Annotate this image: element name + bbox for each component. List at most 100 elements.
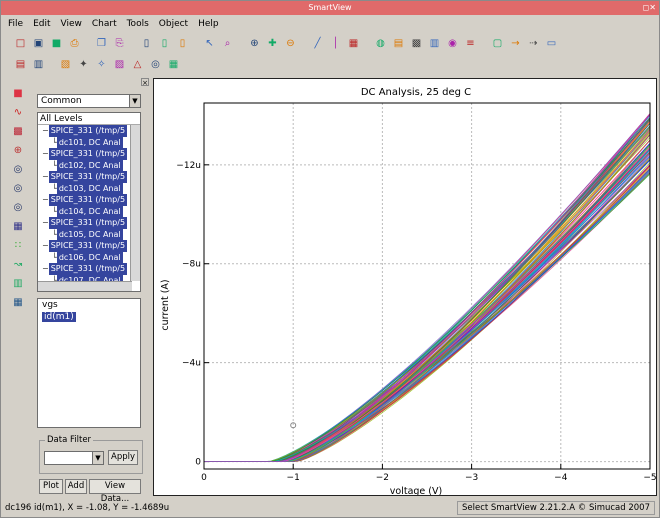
tree-item-label: SPICE_331 (/tmp/5 [48, 217, 128, 229]
list-icon[interactable]: ≡ [466, 37, 475, 49]
panel-close-icon[interactable]: × [141, 78, 149, 87]
scatter-icon[interactable]: ∷ [14, 239, 22, 251]
tool2-icon[interactable]: ✦ [79, 58, 88, 70]
tree-item[interactable]: └ dc104, DC Anal [38, 205, 140, 217]
menu-help[interactable]: Help [198, 18, 219, 29]
print-icon[interactable]: ⎙ [70, 37, 79, 49]
zoom-icon[interactable]: ⌕ [224, 37, 231, 49]
tool6-icon[interactable]: ◎ [151, 58, 160, 70]
pointer-icon[interactable]: ↖ [205, 37, 214, 49]
y-tick-label: −4u [182, 359, 201, 369]
toolbar-separator [481, 36, 487, 51]
bar-chart-icon[interactable]: ▩ [13, 125, 23, 137]
table-icon[interactable]: ▥ [429, 37, 440, 49]
marker-icon[interactable]: │ [332, 37, 339, 49]
add-button[interactable]: Add [65, 479, 87, 494]
tool4-icon[interactable]: ▨ [114, 58, 125, 70]
new-icon[interactable]: □ [15, 37, 26, 49]
tree-item[interactable]: − SPICE_331 (/tmp/5 [38, 194, 140, 206]
tool7-icon[interactable]: ▦ [168, 58, 179, 70]
series-line [204, 122, 651, 462]
tree-item[interactable]: − SPICE_331 (/tmp/5 [38, 148, 140, 160]
pan-icon[interactable]: ✚ [268, 37, 277, 49]
menu-file[interactable]: File [8, 18, 24, 29]
table-view-icon[interactable]: ▦ [13, 296, 23, 308]
chevron-down-icon[interactable]: ▼ [92, 452, 103, 464]
tree-item[interactable]: − SPICE_331 (/tmp/5 [38, 171, 140, 183]
zoom-in-icon[interactable]: ⊕ [250, 37, 259, 49]
eye-icon[interactable]: ◉ [448, 37, 457, 49]
layout2-icon[interactable]: ▥ [33, 58, 44, 70]
polar-chart-icon[interactable]: ◎ [13, 182, 23, 194]
menu-edit[interactable]: Edit [33, 18, 51, 29]
tool1-icon[interactable]: ▧ [60, 58, 71, 70]
series-line [204, 130, 651, 462]
level-dropdown[interactable]: Common ▼ [37, 94, 141, 108]
calc-icon[interactable]: ▩ [411, 37, 422, 49]
tree-branch-icon: └ [52, 160, 57, 170]
chart-icon[interactable]: ■ [13, 87, 23, 99]
doc1-icon[interactable]: ▯ [143, 37, 150, 49]
tool5-icon[interactable]: △ [133, 58, 142, 70]
window-controls[interactable]: ◻✕ [642, 3, 656, 12]
spectrum-icon[interactable]: ▦ [13, 220, 23, 232]
smith-chart-icon[interactable]: ◎ [13, 163, 23, 175]
menu-chart[interactable]: Chart [91, 18, 117, 29]
plot-button[interactable]: Plot [39, 479, 63, 494]
fft-icon[interactable]: ▤ [393, 37, 404, 49]
eye-diagram-icon[interactable]: ◎ [13, 201, 23, 213]
tree-item[interactable]: − SPICE_331 (/tmp/5 [38, 125, 140, 137]
doc2-icon[interactable]: ▯ [161, 37, 168, 49]
signal-item[interactable]: vgs [38, 299, 140, 311]
tree-item[interactable]: └ dc106, DC Anal [38, 251, 140, 263]
menu-view[interactable]: View [60, 18, 82, 29]
label-icon[interactable]: ▭ [546, 37, 557, 49]
menu-tools[interactable]: Tools [126, 18, 149, 29]
tree-horizontal-scrollbar[interactable] [38, 281, 132, 291]
tree-item[interactable]: └ dc107, DC Anal [38, 274, 140, 286]
copy-icon[interactable]: ❐ [97, 37, 106, 49]
globe-icon[interactable]: ⊕ [13, 144, 23, 156]
grid-icon[interactable]: ▦ [348, 37, 359, 49]
series-line [204, 139, 651, 462]
arrow2-icon[interactable]: ⇢ [529, 37, 538, 49]
data-filter-select[interactable]: ▼ [44, 451, 104, 465]
chart-line-icon[interactable]: ╱ [314, 37, 321, 49]
view-data-button[interactable]: View Data... [89, 479, 141, 504]
tree-vertical-scrollbar[interactable] [130, 125, 140, 281]
dc-analysis-chart[interactable]: DC Analysis, 25 deg C voltage (V) curren… [154, 79, 657, 497]
arrow-icon[interactable]: → [511, 37, 520, 49]
menu-object[interactable]: Object [158, 18, 189, 29]
save-icon[interactable]: ■ [51, 37, 62, 49]
tree-item[interactable]: └ dc105, DC Anal [38, 228, 140, 240]
fit-icon[interactable]: ◍ [376, 37, 385, 49]
tree-header: All Levels [38, 113, 140, 125]
zoom-out-icon[interactable]: ⊖ [286, 37, 295, 49]
series-line [204, 144, 651, 462]
tree-item[interactable]: − SPICE_331 (/tmp/5 [38, 217, 140, 229]
tree-item[interactable]: − SPICE_331 (/tmp/5 [38, 263, 140, 275]
chevron-down-icon[interactable]: ▼ [129, 95, 140, 107]
line-chart-icon[interactable]: ↝ [13, 258, 23, 270]
signal-item[interactable]: id(m1) [38, 311, 140, 323]
histogram-icon[interactable]: ▥ [13, 277, 23, 289]
level-dropdown-value: Common [41, 96, 82, 106]
doc3-icon[interactable]: ▯ [179, 37, 186, 49]
series-line [204, 156, 651, 462]
series-line [204, 115, 651, 462]
box-icon[interactable]: ▢ [492, 37, 503, 49]
series-line [204, 129, 651, 462]
waveform-icon[interactable]: ∿ [13, 106, 23, 118]
tree-item[interactable]: └ dc102, DC Anal [38, 159, 140, 171]
layout1-icon[interactable]: ▤ [15, 58, 26, 70]
open-icon[interactable]: ▣ [33, 37, 44, 49]
tree-item[interactable]: └ dc101, DC Anal [38, 136, 140, 148]
version-info: Select SmartView 2.21.2.A © Simucad 2007 [456, 501, 655, 515]
series-line [204, 133, 651, 462]
paste-icon[interactable]: ⎘ [115, 37, 124, 49]
tree-item[interactable]: − SPICE_331 (/tmp/5 [38, 240, 140, 252]
tree-item[interactable]: └ dc103, DC Anal [38, 182, 140, 194]
tool3-icon[interactable]: ✧ [97, 58, 106, 70]
tree-item-label: SPICE_331 (/tmp/5 [48, 171, 128, 183]
apply-button[interactable]: Apply [108, 450, 138, 465]
